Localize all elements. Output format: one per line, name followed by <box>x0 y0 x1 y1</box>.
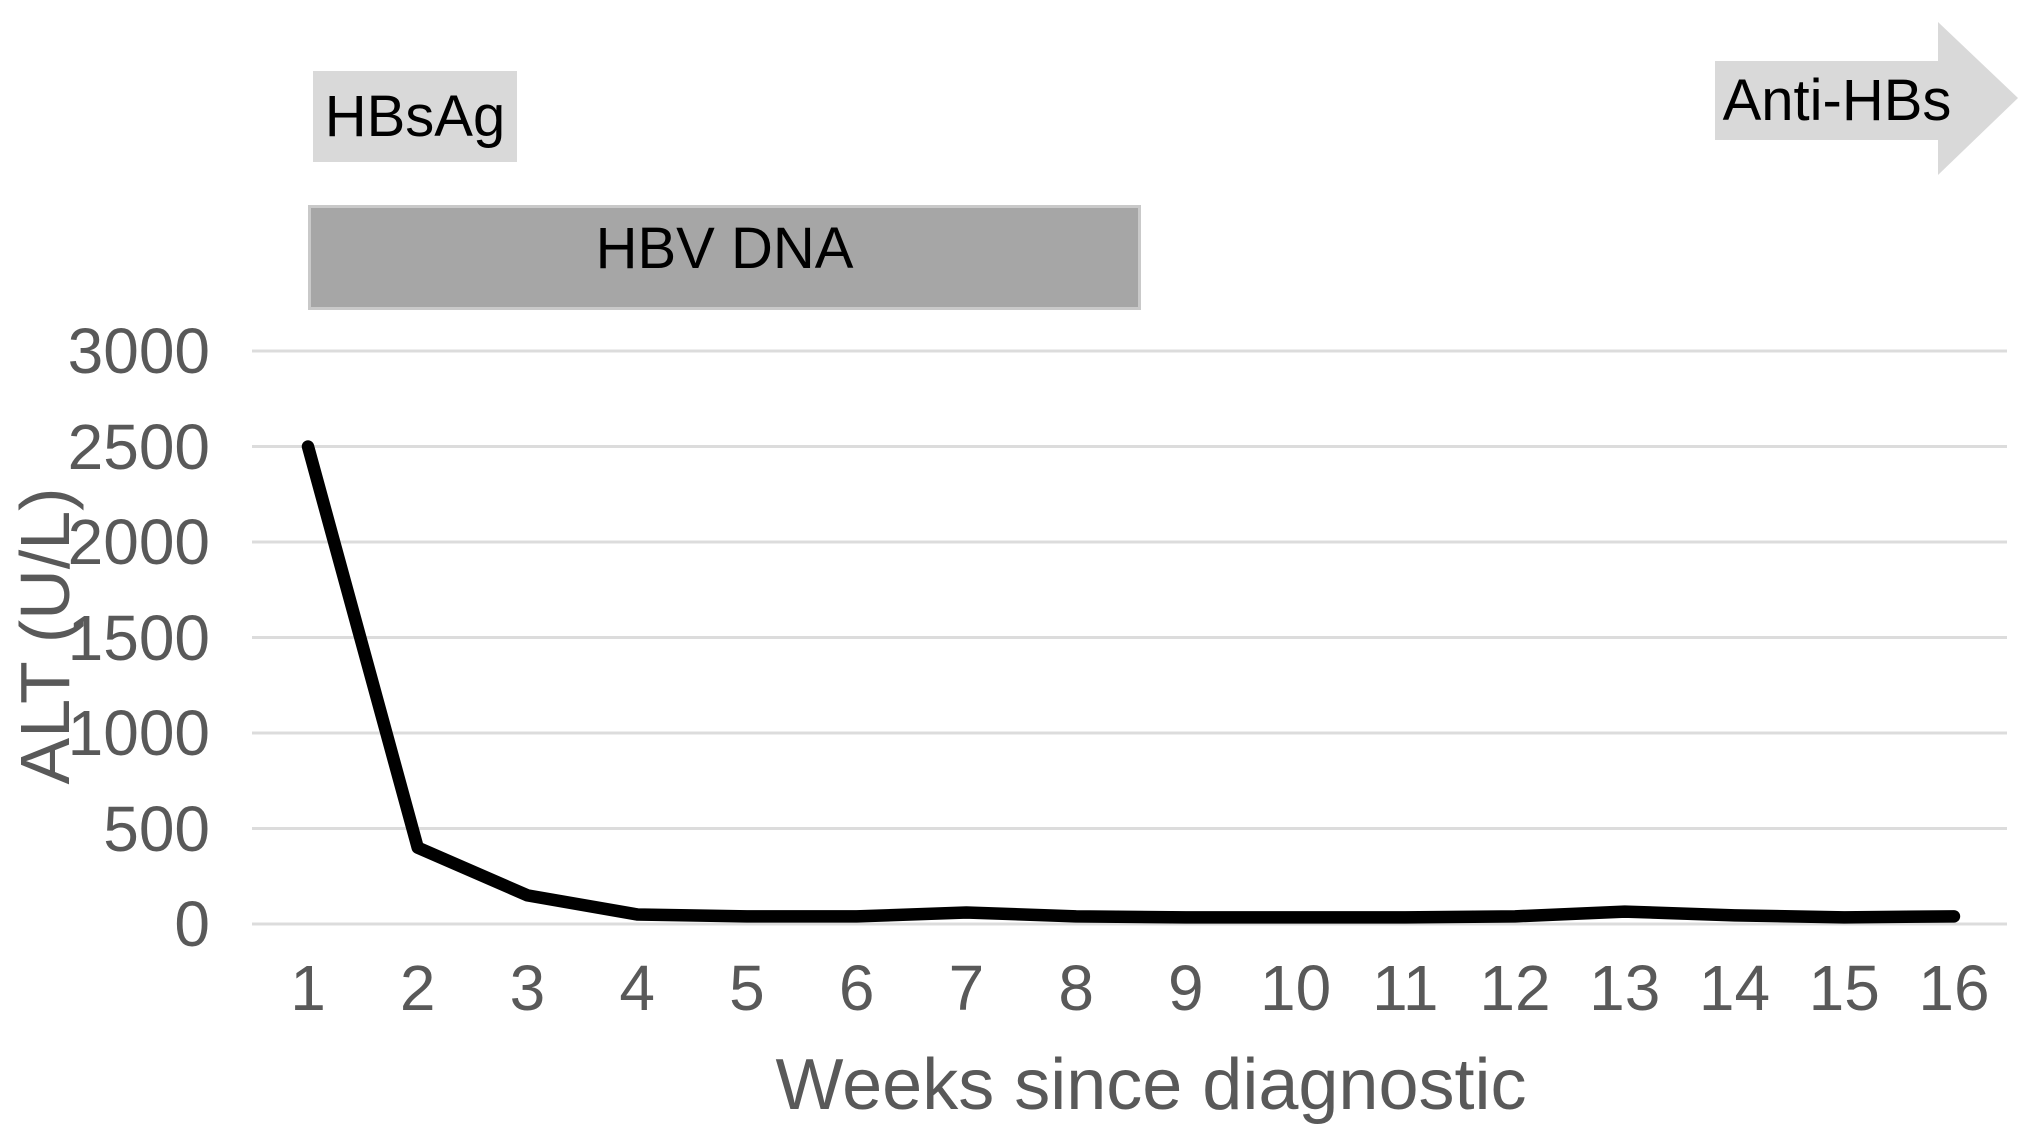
x-tick-label: 13 <box>1589 952 1661 1024</box>
gridlines <box>252 349 2007 926</box>
annotation-hbsag: HBsAg <box>313 71 517 162</box>
x-tick-label: 6 <box>838 952 875 1024</box>
y-tick-label: 3000 <box>67 315 210 387</box>
alt-data-line <box>301 440 1961 924</box>
x-axis-title: Weeks since diagnostic <box>775 1045 1527 1124</box>
y-tick-label: 1500 <box>67 601 210 674</box>
annotation-hbv-dna-bar: HBV DNA <box>308 205 1141 310</box>
x-tick-label: 8 <box>1058 952 1094 1024</box>
y-tick-label: 500 <box>103 792 210 865</box>
x-tick-label: 7 <box>948 952 985 1024</box>
x-tick-label: 4 <box>619 952 655 1024</box>
y-tick-label: 2000 <box>67 506 210 578</box>
y-tick-label: 0 <box>174 888 210 960</box>
x-tick-label: 5 <box>729 952 765 1024</box>
x-tick-label: 10 <box>1259 952 1332 1024</box>
x-tick-label: 11 <box>1372 952 1439 1024</box>
annotation-anti-hbs: Anti-HBs <box>1722 68 1952 133</box>
x-tick-label: 15 <box>1808 952 1880 1024</box>
x-tick-label: 9 <box>1168 952 1204 1024</box>
x-tick-label: 14 <box>1698 952 1771 1024</box>
y-tick-label: 2500 <box>67 410 210 483</box>
y-tick-label: 1000 <box>67 697 210 769</box>
x-tick-label: 2 <box>399 952 436 1024</box>
x-tick-label: 12 <box>1479 952 1551 1024</box>
x-tick-label: 16 <box>1918 952 1990 1024</box>
x-tick-label: 3 <box>509 952 546 1024</box>
y-axis-title: ALT (U/L) <box>6 487 84 785</box>
anti-hbs-arrow-shape <box>1715 22 2018 175</box>
x-tick-label: 1 <box>290 952 326 1024</box>
